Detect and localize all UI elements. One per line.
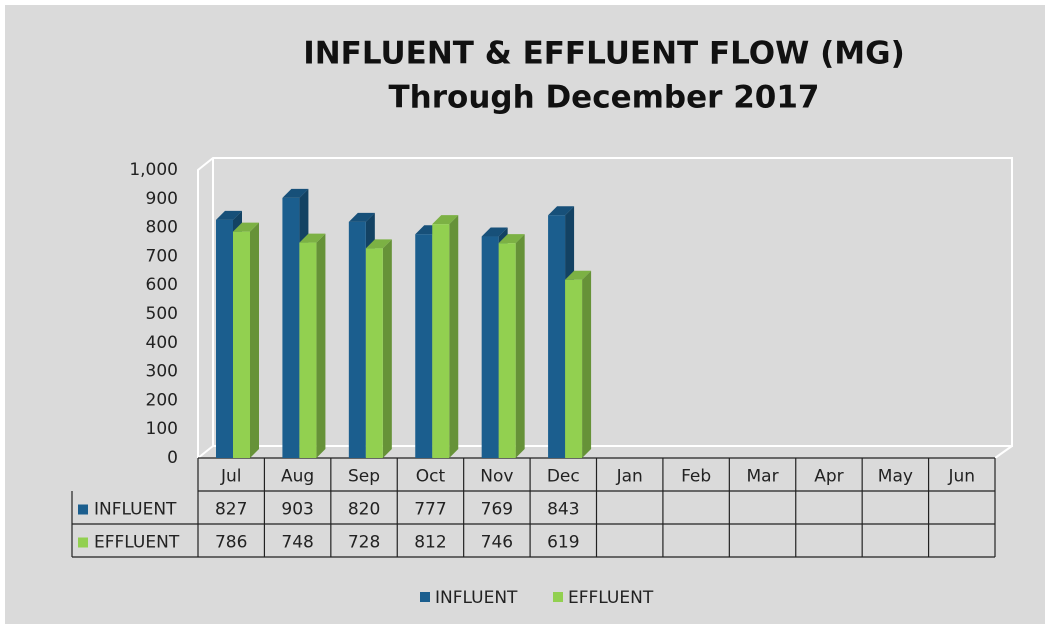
bar-side <box>582 270 592 458</box>
bar <box>565 279 583 458</box>
bar-top <box>216 210 242 220</box>
bar-top <box>481 227 508 237</box>
table-value: 777 <box>414 500 446 520</box>
table-value: 827 <box>215 500 247 520</box>
bar <box>233 231 250 458</box>
legend-swatch <box>420 592 430 602</box>
bar-top <box>498 234 525 244</box>
bar <box>432 224 450 458</box>
x-tick-label: Mar <box>747 467 779 487</box>
x-tick-label: Feb <box>681 467 711 487</box>
bar-top <box>233 222 259 232</box>
table-value: 786 <box>215 533 247 553</box>
table-series-name: INFLUENT <box>94 500 177 520</box>
y-tick-label: 100 <box>146 419 178 439</box>
bar-top <box>565 270 592 280</box>
table-legend-swatch <box>78 504 88 515</box>
bar <box>282 197 300 458</box>
bar <box>481 236 499 458</box>
bar-side <box>515 234 525 458</box>
x-tick-label: Oct <box>416 467 446 487</box>
table-value: 619 <box>547 533 579 553</box>
bar-side <box>316 233 326 458</box>
bar <box>415 234 433 458</box>
table-value: 728 <box>348 533 380 553</box>
table-value: 903 <box>281 500 313 520</box>
table-value: 820 <box>348 500 380 520</box>
chart-subtitle: Through December 2017 <box>389 80 820 116</box>
bar-top <box>299 233 326 243</box>
table-value: 746 <box>481 533 513 553</box>
y-tick-label: 500 <box>146 304 178 324</box>
bar-top <box>365 239 392 249</box>
x-tick-label: Jan <box>616 467 643 487</box>
x-tick-label: Sep <box>348 467 380 487</box>
y-tick-label: 300 <box>146 362 178 382</box>
y-tick-label: 700 <box>146 246 178 266</box>
chart-title: INFLUENT & EFFLUENT FLOW (MG) <box>303 36 905 72</box>
bar <box>216 219 233 458</box>
bar-top <box>432 215 459 225</box>
x-tick-label: Jul <box>220 467 242 487</box>
y-tick-label: 900 <box>146 189 178 209</box>
y-tick-label: 200 <box>146 390 178 410</box>
table-legend-swatch <box>78 537 88 548</box>
table-value: 843 <box>547 500 579 520</box>
bar-side <box>382 239 392 458</box>
legend-label: INFLUENT <box>435 588 518 608</box>
bar <box>498 243 516 458</box>
y-tick-label: 400 <box>146 333 178 353</box>
legend-label: EFFLUENT <box>568 588 654 608</box>
x-tick-label: Nov <box>480 467 513 487</box>
bar-top <box>548 206 575 216</box>
y-tick-label: 1,000 <box>129 160 178 180</box>
table-series-name: EFFLUENT <box>94 533 180 553</box>
x-tick-label: Dec <box>547 467 580 487</box>
plot-walls <box>197 157 1013 459</box>
x-tick-label: May <box>878 467 913 487</box>
y-tick-label: 0 <box>167 448 178 468</box>
x-tick-label: Aug <box>281 467 314 487</box>
x-tick-label: Apr <box>814 467 843 487</box>
bar-side <box>449 215 459 458</box>
bar <box>299 242 317 458</box>
y-tick-label: 800 <box>146 218 178 238</box>
table-value: 769 <box>481 500 513 520</box>
bar-top <box>282 188 309 198</box>
bar-top <box>348 212 375 222</box>
table-value: 812 <box>414 533 446 553</box>
legend-swatch <box>553 592 563 602</box>
table-value: 748 <box>281 533 313 553</box>
chart-background <box>3 3 1047 626</box>
bar <box>548 215 566 458</box>
bar <box>348 221 366 458</box>
bar <box>365 248 383 458</box>
y-tick-label: 600 <box>146 275 178 295</box>
x-tick-label: Jun <box>948 467 976 487</box>
bar-side <box>250 222 259 458</box>
